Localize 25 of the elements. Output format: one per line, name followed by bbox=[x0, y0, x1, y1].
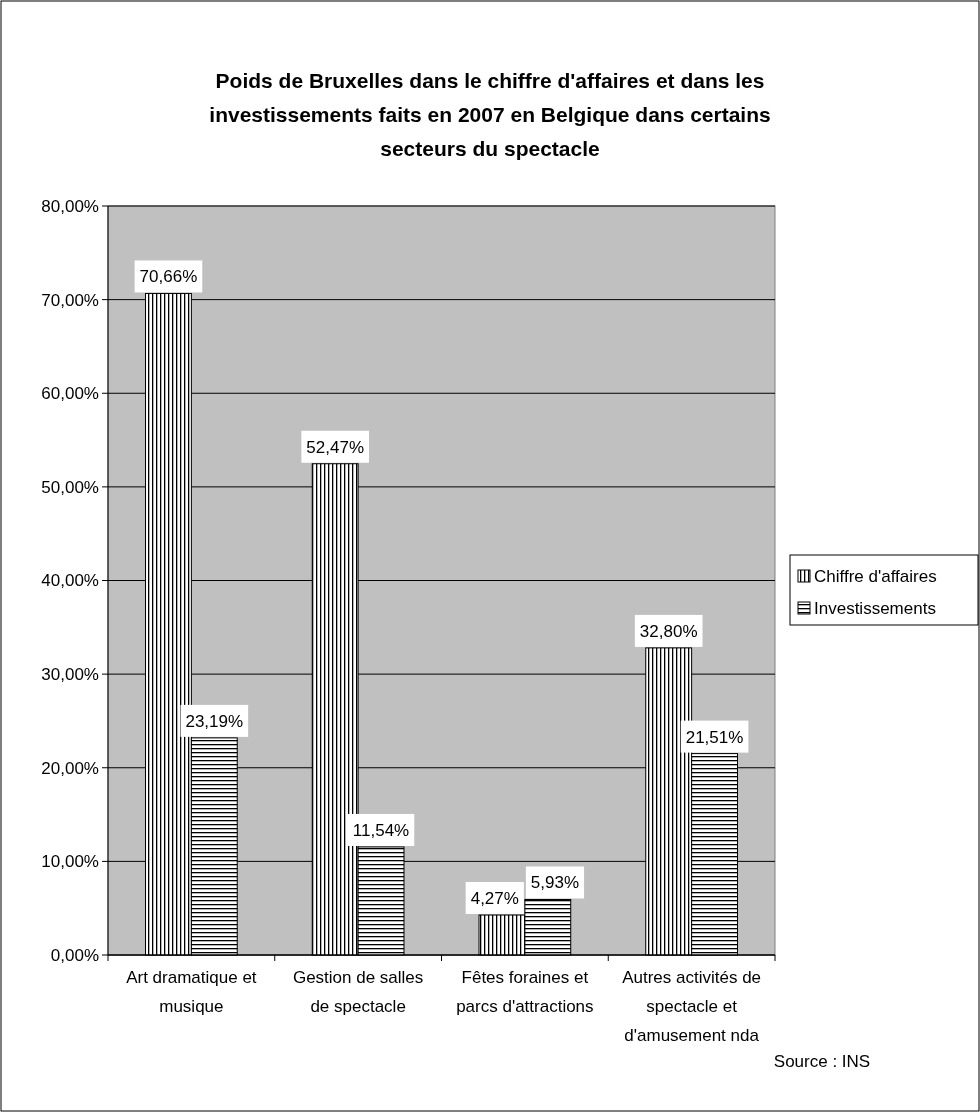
y-tick-label: 0,00% bbox=[50, 945, 99, 965]
y-tick-label: 40,00% bbox=[41, 571, 99, 591]
data-label: 21,51% bbox=[685, 727, 744, 747]
data-label: 70,66% bbox=[139, 267, 198, 287]
x-tick-label: Gestion de salles de spectacle bbox=[292, 968, 424, 1016]
source-note: Source : INS bbox=[773, 1052, 871, 1071]
x-tick-label: Fêtes foraines et parcs d'attractions bbox=[456, 968, 594, 1016]
x-tick-label: Art dramatique et musique bbox=[126, 968, 257, 1016]
data-label: 5,93% bbox=[530, 873, 580, 893]
data-label: 23,19% bbox=[185, 711, 244, 731]
y-tick-label: 10,00% bbox=[41, 852, 99, 872]
chart-title: Poids de Bruxelles dans le chiffre d'affaires et dans les investissements faits en 2007 en Belgique dans certains secteurs du spectacle bbox=[209, 69, 771, 160]
x-tick-label: Autres activités de spectacle et d'amusement nda bbox=[622, 968, 762, 1045]
y-tick-label: 50,00% bbox=[41, 477, 99, 497]
data-label: 4,27% bbox=[470, 889, 519, 909]
y-tick-label: 70,00% bbox=[41, 290, 99, 310]
legend-label: Investissements bbox=[814, 599, 936, 618]
legend-label: Chiffre d'affaires bbox=[814, 567, 937, 586]
data-label: 52,47% bbox=[306, 437, 365, 457]
y-tick-label: 60,00% bbox=[41, 384, 99, 404]
y-tick-label: 80,00% bbox=[41, 196, 99, 216]
y-tick-label: 20,00% bbox=[41, 758, 99, 778]
data-label: 11,54% bbox=[352, 820, 410, 840]
data-label: 32,80% bbox=[639, 621, 698, 641]
y-tick-label: 30,00% bbox=[41, 665, 99, 685]
